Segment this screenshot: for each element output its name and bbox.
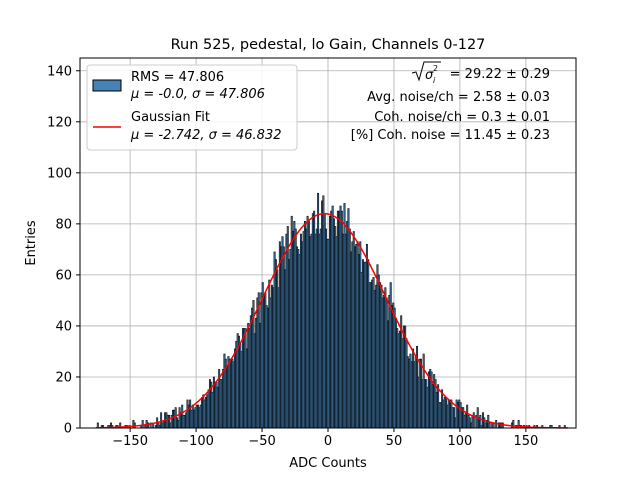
legend-histogram-swatch [92, 79, 122, 92]
y-tick-label: 80 [55, 217, 72, 232]
y-tick-label: 40 [55, 319, 72, 334]
histogram-bar [488, 422, 491, 429]
y-tick-label: 60 [55, 268, 72, 283]
annotation-sigma-i: = 29.22 ± 0.29 [450, 67, 550, 82]
histogram-bars [96, 192, 566, 429]
annotations: σ i 2 = 29.22 ± 0.29 Avg. noise/ch = 2.5… [351, 61, 550, 143]
y-axis-label: Entries [24, 220, 39, 266]
x-tick-label: 0 [324, 434, 332, 449]
y-axis-ticks: 0 20 40 60 80 100 120 140 [47, 64, 80, 437]
y-tick-label: 140 [47, 64, 72, 79]
legend: RMS = 47.806 μ = -0.0, σ = 47.806 Gaussi… [86, 64, 298, 151]
x-tick-label: 100 [448, 434, 473, 449]
y-tick-label: 20 [55, 370, 72, 385]
legend-fit-stats: μ = -2.742, σ = 46.832 [130, 128, 281, 143]
annotation-coh-noise: Coh. noise/ch = 0.3 ± 0.01 [374, 110, 550, 125]
x-tick-label: 50 [386, 434, 403, 449]
x-axis-label: ADC Counts [289, 456, 367, 471]
histogram-bar [512, 420, 515, 429]
gaussian-fit-curve [95, 212, 569, 429]
sqrt-sigma-i-symbol: σ i 2 [411, 61, 441, 85]
legend-fit-label: Gaussian Fit [131, 110, 210, 125]
svg-text:σ: σ [425, 68, 434, 83]
y-tick-label: 100 [47, 166, 72, 181]
histogram-bar [141, 420, 144, 429]
x-tick-label: −50 [248, 434, 275, 449]
chart-title: Run 525, pedestal, lo Gain, Channels 0-1… [171, 37, 486, 53]
x-tick-label: −150 [112, 434, 148, 449]
annotation-avg-noise: Avg. noise/ch = 2.58 ± 0.03 [367, 90, 550, 105]
legend-histogram-stats: μ = -0.0, σ = 47.806 [130, 87, 265, 102]
y-tick-label: 0 [64, 422, 72, 437]
y-tick-label: 120 [47, 115, 72, 130]
x-axis-ticks: −150 −100 −50 0 50 100 150 [112, 428, 538, 449]
legend-histogram-label: RMS = 47.806 [131, 70, 224, 85]
svg-text:2: 2 [433, 64, 438, 73]
annotation-coh-noise-percent: [%] Coh. noise = 11.45 ± 0.23 [351, 128, 550, 143]
histogram-bar [472, 412, 475, 429]
x-tick-label: 150 [513, 434, 538, 449]
x-tick-label: −100 [178, 434, 214, 449]
svg-text:i: i [433, 76, 436, 85]
legend-frame [86, 64, 298, 151]
